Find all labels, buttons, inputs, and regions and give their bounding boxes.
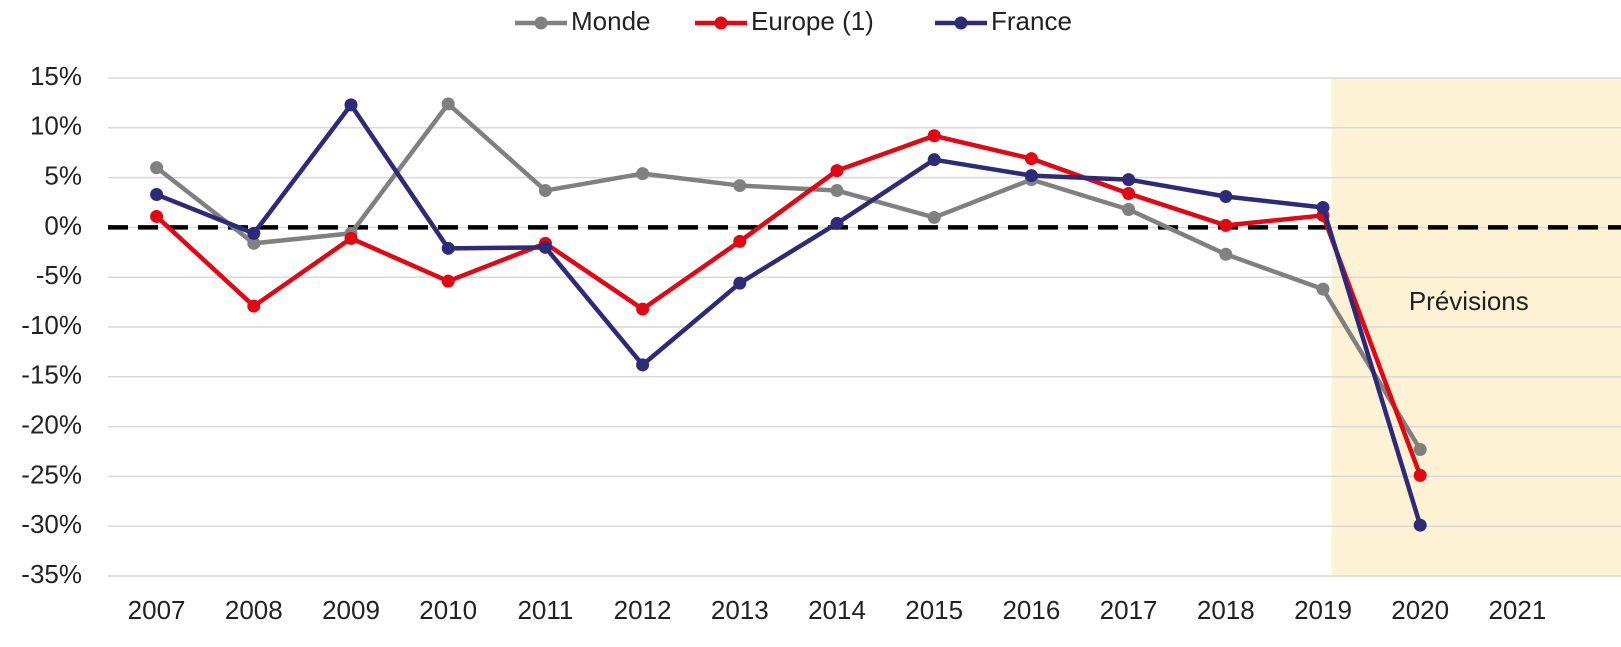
data-point [1122, 187, 1136, 201]
y-tick-label: -20% [21, 409, 82, 439]
data-point [636, 302, 650, 316]
data-point [344, 98, 358, 112]
x-tick-label: 2018 [1197, 595, 1255, 625]
data-point [1413, 518, 1427, 532]
series-line [155, 133, 1423, 477]
x-tick-label: 2017 [1100, 595, 1158, 625]
data-point [150, 161, 164, 175]
data-point [1413, 468, 1427, 482]
legend-label: Monde [571, 6, 651, 36]
series-line [155, 101, 1423, 451]
data-point [927, 210, 941, 224]
data-point [1122, 202, 1136, 216]
legend-marker [534, 16, 548, 30]
data-point [441, 97, 455, 111]
legend-marker [714, 16, 728, 30]
y-tick-label: -25% [21, 459, 82, 489]
x-tick-label: 2007 [128, 595, 186, 625]
y-tick-label: -15% [21, 360, 82, 390]
data-point [538, 240, 552, 254]
x-tick-label: 2008 [225, 595, 283, 625]
y-tick-label: -30% [21, 509, 82, 539]
data-point [441, 241, 455, 255]
data-point [733, 276, 747, 290]
y-tick-label: 5% [44, 160, 82, 190]
data-point [150, 188, 164, 202]
legend-label: Europe (1) [751, 6, 874, 36]
data-point [247, 236, 261, 250]
legend-label: France [991, 6, 1072, 36]
y-tick-label: 0% [44, 210, 82, 240]
legend-marker [954, 16, 968, 30]
data-point [733, 234, 747, 248]
y-tick-label: -10% [21, 310, 82, 340]
x-tick-label: 2016 [1002, 595, 1060, 625]
data-point [247, 299, 261, 313]
data-point [733, 179, 747, 193]
x-tick-label: 2012 [614, 595, 672, 625]
data-point [441, 274, 455, 288]
data-point [538, 184, 552, 198]
x-tick-label: 2011 [517, 595, 573, 625]
data-point [1316, 200, 1330, 214]
x-tick-label: 2020 [1391, 595, 1449, 625]
data-point [1024, 152, 1038, 166]
y-tick-label: -5% [36, 260, 82, 290]
data-point [1219, 247, 1233, 261]
data-point [1122, 173, 1136, 187]
x-tick-label: 2010 [419, 595, 477, 625]
x-tick-label: 2015 [905, 595, 963, 625]
x-tick-label: 2019 [1294, 595, 1352, 625]
data-point [1316, 282, 1330, 296]
data-point [636, 167, 650, 181]
x-tick-label: 2013 [711, 595, 769, 625]
data-point [927, 129, 941, 143]
data-point [247, 226, 261, 240]
y-tick-label: -35% [21, 559, 82, 589]
data-point [830, 164, 844, 178]
data-point [1024, 169, 1038, 183]
y-tick-label: 15% [30, 61, 82, 91]
x-tick-label: 2021 [1488, 595, 1546, 625]
y-tick-label: 10% [30, 111, 82, 141]
data-point [1219, 218, 1233, 232]
data-point [1413, 443, 1427, 457]
x-tick-label: 2014 [808, 595, 866, 625]
annotation: Prévisions [1409, 286, 1529, 316]
data-point [830, 216, 844, 230]
data-point [636, 358, 650, 372]
series-line [155, 102, 1423, 526]
x-tick-label: 2009 [322, 595, 380, 625]
data-point [1219, 190, 1233, 204]
data-point [830, 184, 844, 198]
data-point [344, 231, 358, 245]
data-point [150, 209, 164, 223]
data-point [927, 153, 941, 167]
